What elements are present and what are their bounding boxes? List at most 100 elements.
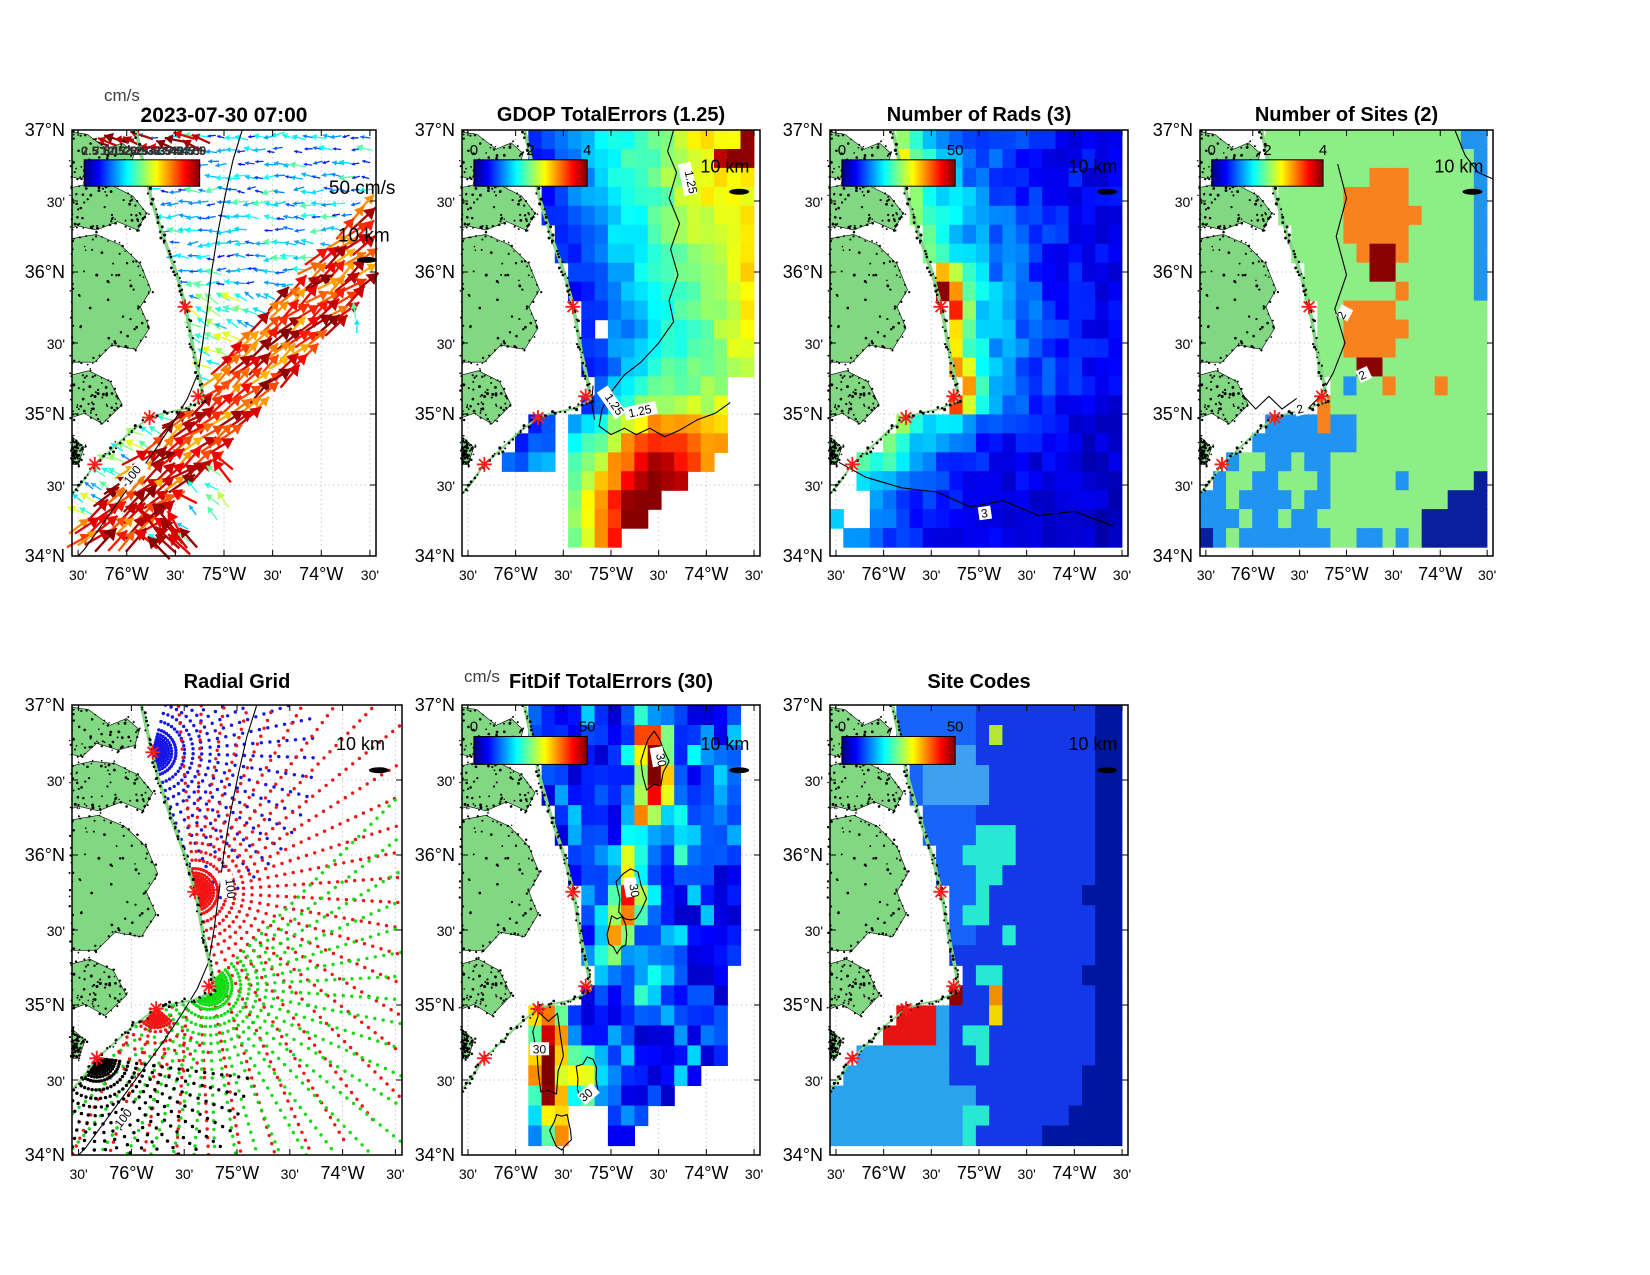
panel-title: Radial Grid — [183, 671, 291, 693]
y-tick-label: 34°N — [1153, 546, 1193, 566]
scale-bar — [729, 767, 750, 774]
x-tick-label: 74°W — [1052, 1163, 1096, 1183]
x-tick-label: 30' — [69, 1166, 87, 1182]
axis-layer: 30' 37°N 76°W 30' 30' 36°N 75°W 30' 30' 35°N 74°W 3… — [415, 120, 763, 584]
y-tick-label: 30' — [47, 336, 65, 352]
colorbar-tick-label: 50 — [947, 719, 964, 736]
site-marker — [476, 1050, 492, 1066]
contour-layer — [532, 730, 670, 1151]
x-tick-label: 30' — [554, 567, 572, 583]
x-tick-label: 30' — [459, 1166, 477, 1182]
site-marker — [844, 1050, 860, 1066]
y-tick-label: 30' — [1175, 478, 1193, 494]
scale-bar — [729, 188, 750, 195]
panel-site-codes: Site Codes 0 50 10 km 30' 37°N 76°W 30' 30' 36°N… — [764, 669, 1174, 1191]
y-tick-label: 30' — [805, 1073, 823, 1089]
y-tick-label: 30' — [1175, 336, 1193, 352]
contour-label: 1.25 — [682, 169, 701, 195]
y-tick-label: 35°N — [25, 404, 65, 424]
site-marker — [190, 388, 206, 404]
colorbar-tick-label: 32.5 — [148, 144, 172, 158]
y-tick-label: 37°N — [783, 120, 823, 140]
site-marker — [1314, 388, 1330, 404]
scale-bar — [1462, 188, 1483, 195]
y-tick-label: 30' — [47, 923, 65, 939]
x-tick-label: 30' — [554, 1166, 572, 1182]
colorbar-units-label: cm/s — [464, 667, 500, 686]
surface-currents-map: -10002.557.51012.51517.52022.52527.53032… — [25, 120, 396, 584]
y-tick-label: 30' — [805, 923, 823, 939]
x-tick-label: 76°W — [1231, 564, 1275, 584]
colorbar-tick-label: 2 — [526, 142, 534, 159]
x-tick-label: 30' — [1113, 567, 1131, 583]
annotation-layer: 3 0 50 10 km — [838, 142, 1118, 521]
x-tick-label: 30' — [650, 567, 668, 583]
colorbar-tick-label: 50 — [193, 144, 207, 158]
x-tick-label: 30' — [175, 1166, 193, 1182]
y-tick-label: 30' — [805, 773, 823, 789]
x-tick-label: 30' — [745, 567, 763, 583]
colorbar-tick-label: 27.5 — [136, 144, 160, 158]
y-tick-label: 30' — [47, 194, 65, 210]
scale-bar-label: 10 km — [1068, 157, 1117, 177]
site-marker — [142, 410, 158, 426]
x-tick-label: 30' — [166, 567, 184, 583]
land-layer — [459, 129, 594, 495]
y-tick-label: 36°N — [783, 262, 823, 282]
x-tick-label: 76°W — [105, 564, 149, 584]
scale-bar — [1097, 767, 1118, 774]
data-layer — [830, 130, 1123, 548]
colorbar-tick-label: 0 — [470, 142, 478, 159]
colorbar — [473, 159, 588, 187]
colorbar-tick-label: 0 — [81, 144, 88, 158]
y-tick-label: 36°N — [783, 845, 823, 865]
panel-title: GDOP TotalErrors (1.25) — [496, 104, 726, 126]
x-tick-label: 74°W — [299, 564, 343, 584]
colorbar — [1211, 159, 1324, 187]
contour-label: 2 — [1295, 401, 1305, 416]
contour-label: 100 — [222, 878, 238, 900]
scale-bar-label: 10 km — [1434, 157, 1483, 177]
x-tick-label: 75°W — [589, 1163, 633, 1183]
x-tick-label: 30' — [1018, 567, 1036, 583]
site-marker — [530, 1001, 546, 1017]
panel-fitdif-total-errors: cm/s FitDif TotalErrors (30) 30 30 30 30 0 50… — [396, 667, 806, 1191]
x-tick-label: 30' — [650, 1166, 668, 1182]
site-marker — [578, 388, 594, 404]
site-marker — [530, 410, 546, 426]
colorbar-tick-label: 50 — [579, 719, 596, 736]
y-tick-label: 30' — [437, 923, 455, 939]
colorbar-tick-label: 4 — [1319, 142, 1327, 159]
contour-label: 30 — [653, 752, 669, 768]
colorbar-tick-label: 45 — [181, 144, 195, 158]
y-tick-label: 35°N — [783, 404, 823, 424]
y-tick-label: 30' — [47, 478, 65, 494]
contour-layer — [78, 705, 258, 1155]
y-tick-label: 36°N — [415, 262, 455, 282]
colorbar-tick-label: 42.5 — [171, 144, 195, 158]
site-marker — [946, 978, 962, 994]
colorbar-tick-label: 50 — [947, 142, 964, 159]
colorbar — [473, 736, 588, 765]
x-tick-label: 75°W — [589, 564, 633, 584]
site-marker — [578, 978, 594, 994]
y-tick-label: 30' — [437, 194, 455, 210]
axis-layer: 30' 37°N 76°W 30' 30' 36°N 75°W 30' 30' 35°N 74°W 3… — [783, 120, 1131, 584]
y-tick-label: 30' — [437, 336, 455, 352]
colorbar-tick-label: 15 — [112, 144, 126, 158]
x-tick-label: 30' — [827, 567, 845, 583]
panel-title: 2023-07-30 07:00 — [140, 104, 308, 127]
x-tick-label: 75°W — [957, 564, 1001, 584]
site-marker — [898, 410, 914, 426]
site-marker — [565, 299, 581, 315]
panel-gdop-total-errors: GDOP TotalErrors (1.25) 1.25 1.25 1.25 0 2 4 1… — [396, 94, 806, 592]
reference-arrow-label: 50 cm/s — [329, 178, 396, 199]
x-tick-label: 74°W — [320, 1163, 364, 1183]
contour-layer — [838, 461, 1114, 527]
site-marker — [148, 1001, 164, 1017]
y-tick-label: 37°N — [415, 120, 455, 140]
